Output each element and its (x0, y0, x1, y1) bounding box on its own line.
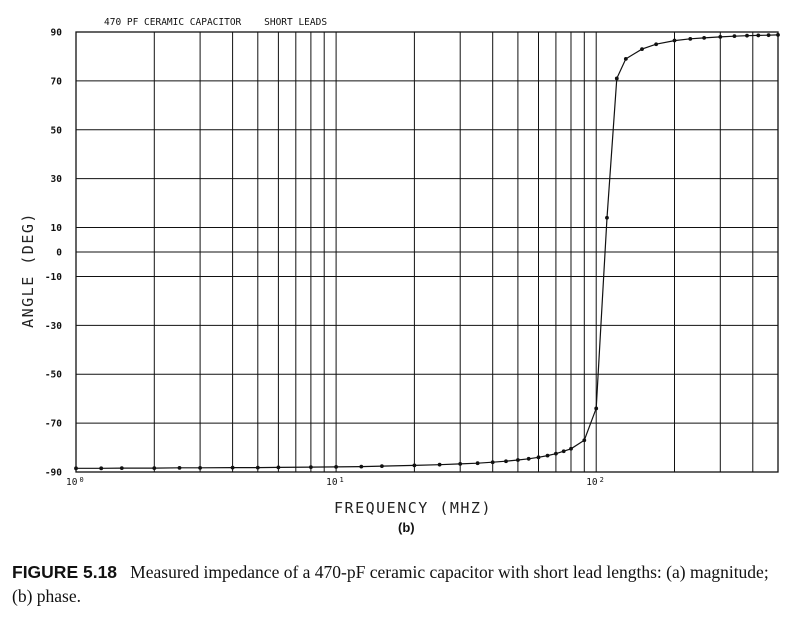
data-point (776, 33, 780, 37)
data-point (526, 456, 531, 461)
plot-frame (75, 31, 779, 473)
y-axis-label: ANGLE (DEG) (19, 212, 37, 328)
data-point (569, 446, 573, 451)
x-tick-label: 10 1 (326, 476, 344, 488)
chart-title: 470 PF CERAMIC CAPACITOR SHORT LEADS (104, 17, 327, 28)
grid (75, 31, 779, 473)
data-point (654, 42, 659, 47)
data-point (605, 215, 609, 220)
y-tick-labels: 90 70 50 30 10 0 -10 -30 -50 -70 -90 (45, 28, 62, 479)
data-point (582, 438, 587, 443)
caption-label: FIGURE 5.18 (12, 562, 118, 582)
y-tick-label: -70 (45, 419, 62, 430)
y-tick-label: -90 (45, 468, 62, 479)
data-point (732, 34, 737, 39)
data-point (334, 464, 338, 469)
data-point (359, 464, 364, 469)
data-point (490, 460, 495, 465)
data-point (198, 465, 202, 470)
data-point (504, 459, 508, 464)
data-point (554, 451, 558, 456)
data-point (718, 34, 723, 39)
data-point (561, 449, 566, 454)
data-point (766, 33, 771, 38)
x-axis-label: FREQUENCY (MHZ) (334, 499, 492, 517)
data-point (230, 465, 235, 470)
axes (75, 31, 779, 473)
y-tick-label: -10 (45, 272, 62, 283)
data-point (308, 465, 313, 470)
y-tick-label: 90 (51, 28, 63, 39)
data-point (640, 47, 644, 52)
y-tick-label: 70 (51, 76, 63, 87)
data-point (536, 455, 541, 460)
data-point (152, 466, 157, 470)
y-tick-label: -50 (45, 370, 62, 381)
series-phase (74, 33, 780, 471)
data-point (458, 462, 463, 466)
data-point (276, 465, 281, 470)
y-tick-label: 30 (51, 174, 63, 185)
data-point (745, 33, 749, 38)
x-tick-label: 10 0 (66, 476, 84, 488)
caption-text: Measured impedance of a 470-pF ceramic c… (12, 562, 769, 606)
data-point (614, 76, 619, 81)
data-point (99, 466, 104, 471)
data-point (74, 466, 78, 471)
data-point (119, 466, 124, 470)
data-point (412, 463, 417, 468)
data-point (255, 465, 260, 470)
data-point (594, 406, 599, 411)
series-line (76, 34, 779, 469)
data-point (177, 465, 182, 470)
x-tick-label: 10 2 (586, 476, 604, 488)
y-tick-label: 50 (51, 125, 63, 136)
data-point (475, 461, 480, 466)
data-point (688, 36, 693, 41)
data-point (437, 462, 442, 467)
data-point (702, 35, 707, 40)
y-tick-label: -30 (45, 321, 62, 332)
data-point (380, 464, 384, 469)
figure-sublabel: (b) (398, 520, 415, 535)
data-point (756, 33, 761, 38)
data-point (672, 38, 677, 43)
y-tick-label: 0 (56, 248, 62, 259)
figure-caption: FIGURE 5.18 Measured impedance of a 470-… (12, 560, 782, 608)
x-tick-labels: 10 0 10 1 10 2 (66, 476, 604, 488)
y-tick-label: 10 (51, 223, 63, 234)
data-point (545, 453, 550, 458)
data-point (516, 458, 520, 462)
data-point (623, 56, 628, 61)
